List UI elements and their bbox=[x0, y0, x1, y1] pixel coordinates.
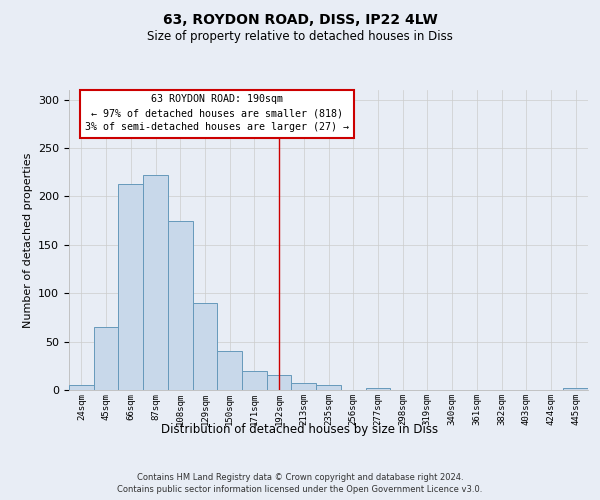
Text: 63, ROYDON ROAD, DISS, IP22 4LW: 63, ROYDON ROAD, DISS, IP22 4LW bbox=[163, 12, 437, 26]
Bar bbox=[267, 376, 292, 390]
Text: Contains public sector information licensed under the Open Government Licence v3: Contains public sector information licen… bbox=[118, 485, 482, 494]
Text: Distribution of detached houses by size in Diss: Distribution of detached houses by size … bbox=[161, 422, 439, 436]
Bar bbox=[242, 370, 267, 390]
Bar bbox=[365, 388, 390, 390]
Bar bbox=[118, 184, 143, 390]
Bar bbox=[143, 175, 168, 390]
Bar bbox=[563, 388, 588, 390]
Bar bbox=[292, 383, 316, 390]
Bar bbox=[193, 303, 217, 390]
Bar bbox=[316, 385, 341, 390]
Bar bbox=[168, 220, 193, 390]
Text: 63 ROYDON ROAD: 190sqm
← 97% of detached houses are smaller (818)
3% of semi-det: 63 ROYDON ROAD: 190sqm ← 97% of detached… bbox=[85, 94, 349, 132]
Bar bbox=[69, 385, 94, 390]
Bar bbox=[94, 327, 118, 390]
Text: Contains HM Land Registry data © Crown copyright and database right 2024.: Contains HM Land Registry data © Crown c… bbox=[137, 472, 463, 482]
Bar bbox=[217, 352, 242, 390]
Text: Size of property relative to detached houses in Diss: Size of property relative to detached ho… bbox=[147, 30, 453, 43]
Y-axis label: Number of detached properties: Number of detached properties bbox=[23, 152, 32, 328]
